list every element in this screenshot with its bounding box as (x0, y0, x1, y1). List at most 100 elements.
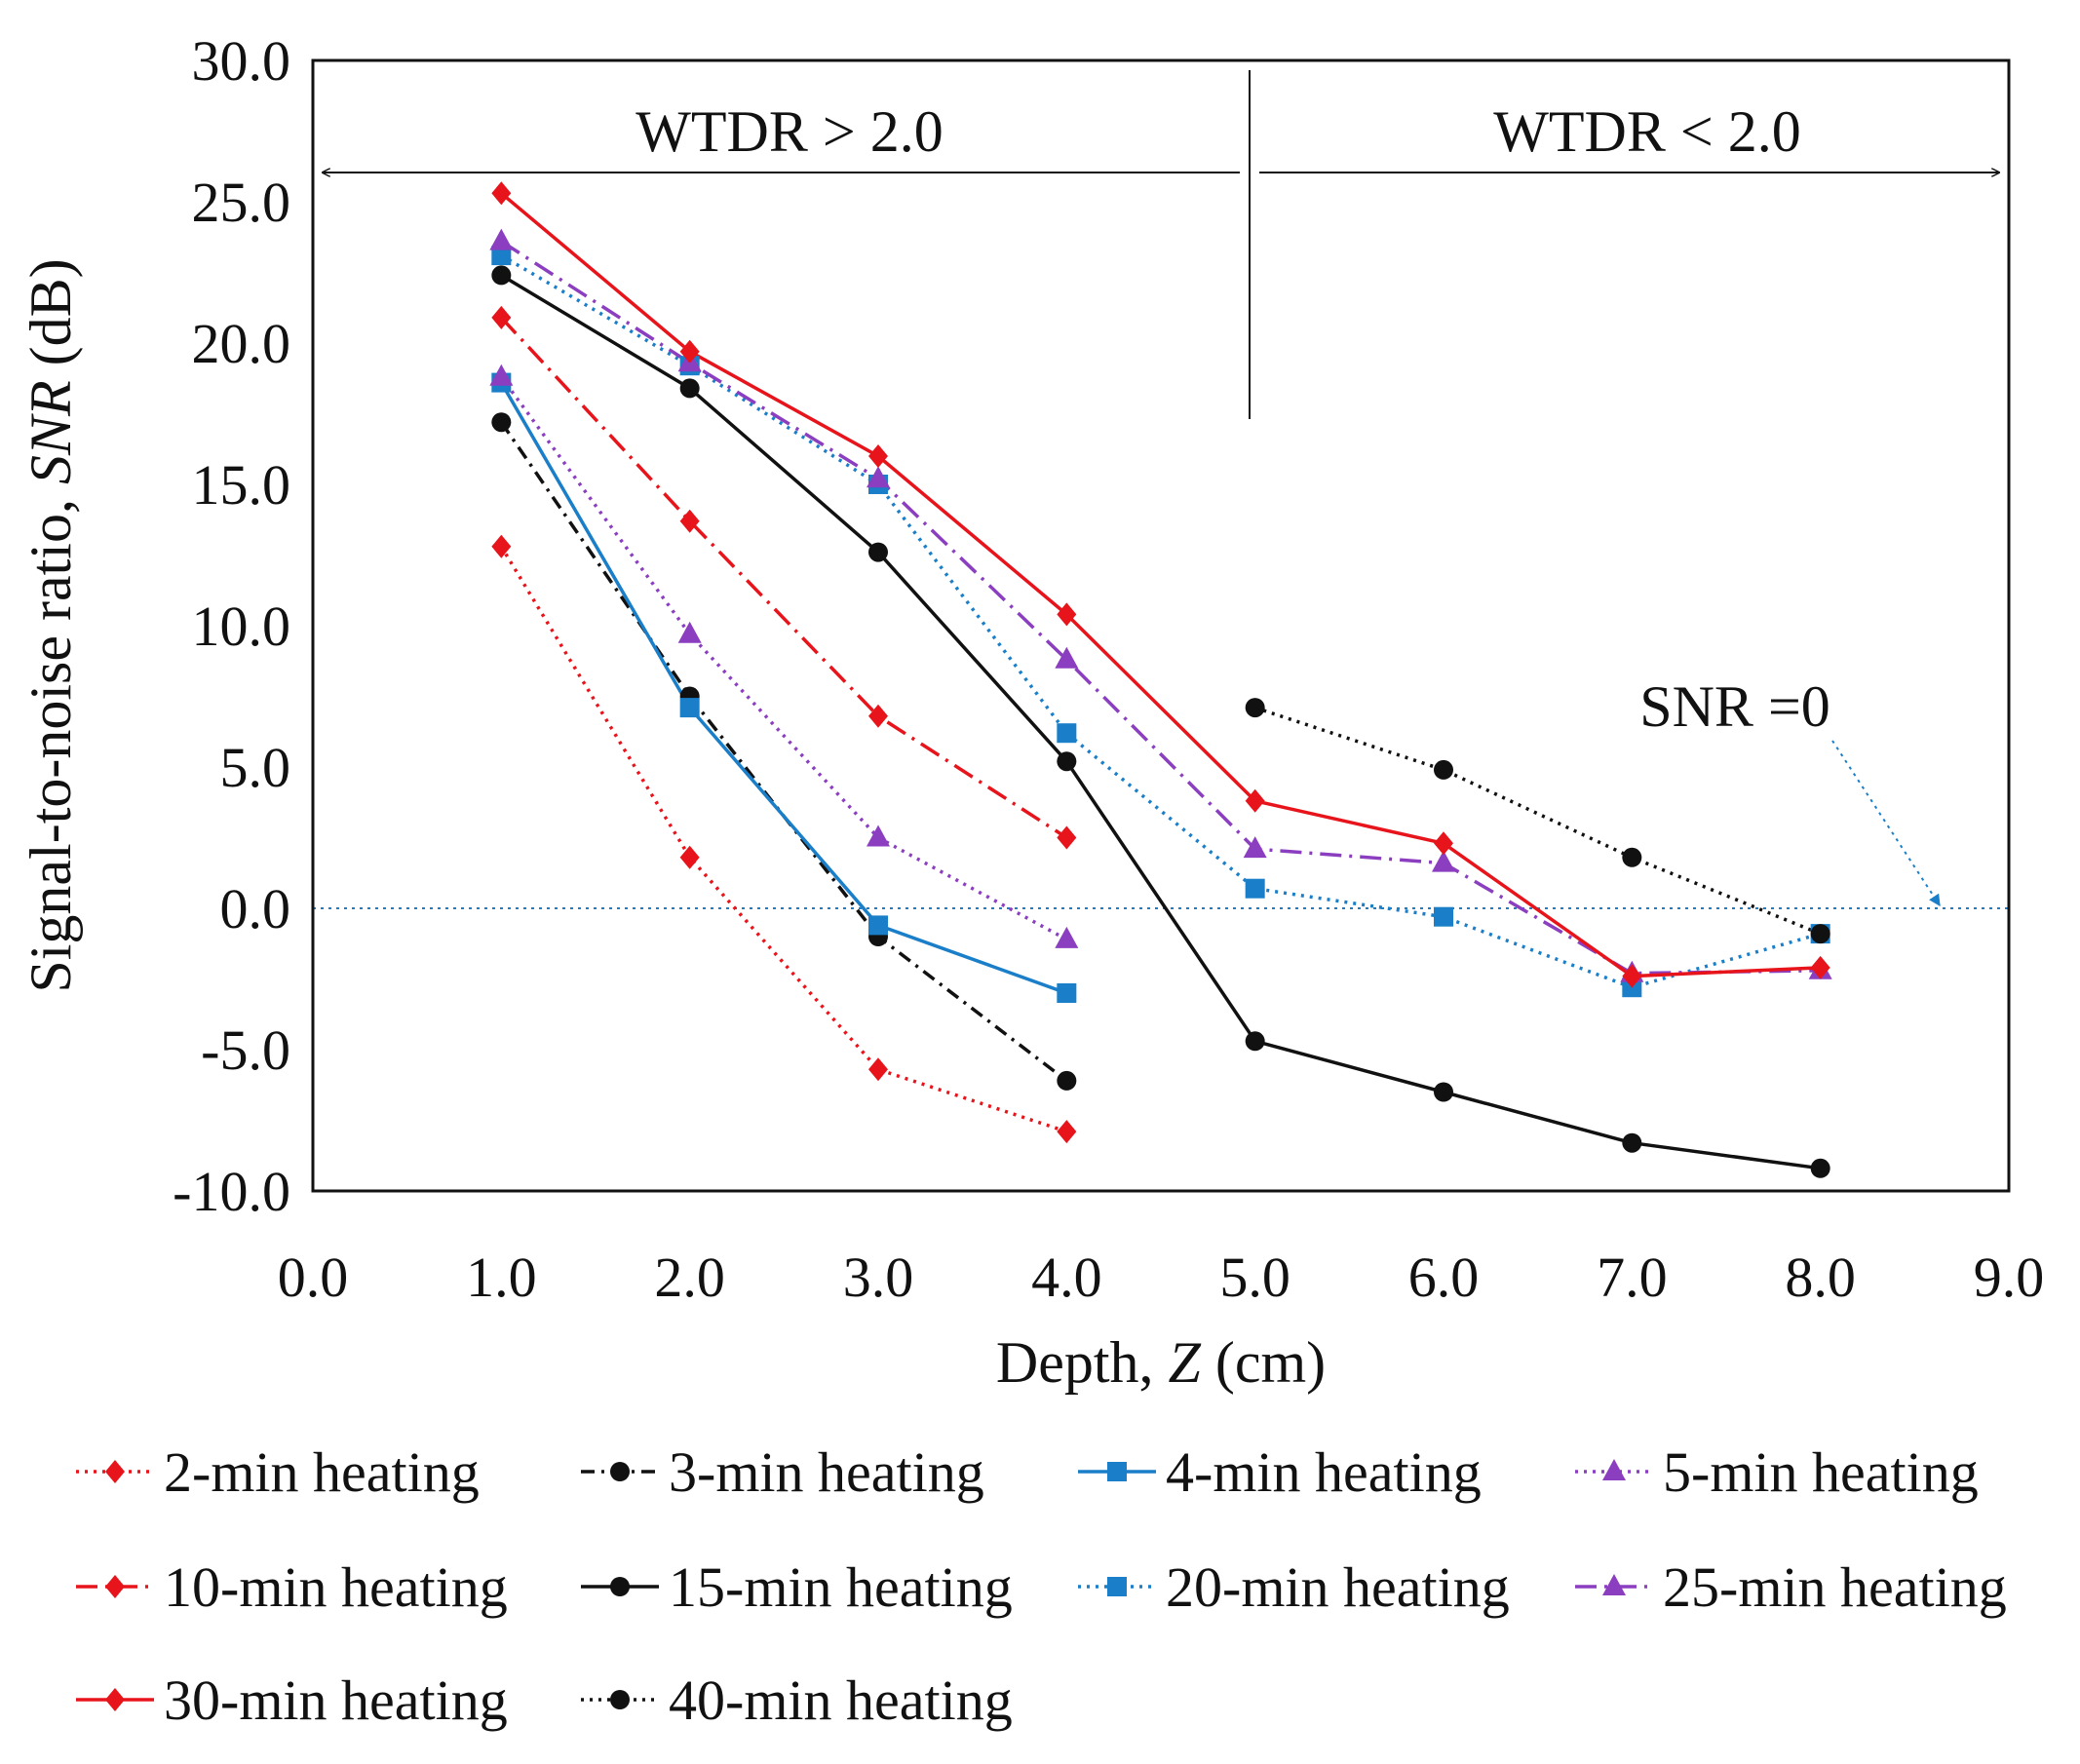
legend-label: 30-min heating (164, 1668, 508, 1732)
series-line-30-min-heating (500, 191, 1821, 978)
point-20-min-heating (1057, 723, 1077, 744)
point-30-min-heating (679, 339, 700, 364)
point-30-min-heating (491, 181, 512, 206)
point-40-min-heating (1245, 698, 1265, 718)
legend-swatch-marker (105, 1460, 125, 1483)
point-10-min-heating (679, 509, 700, 533)
y-tick-label: 15.0 (192, 453, 291, 517)
x-tick-label: 6.0 (1408, 1246, 1480, 1309)
legend-swatch-marker (1107, 1577, 1127, 1596)
legend-swatch-marker (1107, 1462, 1127, 1481)
x-tick-labels: 0.0 1.0 2.0 3.0 4.0 5.0 6.0 7.0 8.0 9.0 (278, 1246, 2045, 1309)
legend-label: 15-min heating (669, 1555, 1013, 1619)
legend-item-4-min-heating: 4-min heating (1078, 1440, 1482, 1504)
point-15-min-heating (491, 265, 512, 286)
point-15-min-heating (1810, 1158, 1830, 1178)
point-15-min-heating (1434, 1082, 1453, 1102)
legend-label: 2-min heating (164, 1440, 480, 1504)
point-25-min-heating (489, 228, 514, 250)
point-4-min-heating (679, 698, 700, 718)
point-4-min-heating (1057, 983, 1077, 1003)
point-40-min-heating (1434, 759, 1453, 780)
legend-swatch-marker (610, 1690, 630, 1709)
point-25-min-heating (1055, 646, 1079, 669)
point-30-min-heating (1245, 788, 1265, 813)
zero-line-label: SNR =0 (1639, 674, 1830, 739)
point-15-min-heating (868, 542, 888, 562)
series-line-4-min-heating (499, 381, 1067, 995)
series-line-15-min-heating (500, 273, 1821, 1170)
legend-item-3-min-heating: 3-min heating (581, 1440, 984, 1504)
series-line-3-min-heating (499, 421, 1068, 1083)
legend-item-25-min-heating: 25-min heating (1575, 1555, 2007, 1619)
y-tick-label: 5.0 (220, 736, 291, 799)
legend-item-40-min-heating: 40-min heating (581, 1668, 1013, 1732)
legend-label: 20-min heating (1166, 1555, 1510, 1619)
point-20-min-heating (491, 246, 512, 266)
zero-line-pointer (1831, 740, 1941, 907)
legend-label: 25-min heating (1663, 1555, 2007, 1619)
point-3-min-heating (491, 412, 512, 433)
x-axis-title: Depth, Z (cm) (996, 1330, 1326, 1395)
legend-item-15-min-heating: 15-min heating (581, 1555, 1013, 1619)
point-2-min-heating (868, 1057, 888, 1082)
region-right-label: WTDR < 2.0 (1493, 99, 1800, 164)
legend-item-2-min-heating: 2-min heating (76, 1440, 480, 1504)
legend-swatch-marker (105, 1688, 125, 1711)
point-25-min-heating (867, 466, 890, 488)
point-15-min-heating (679, 378, 700, 399)
point-4-min-heating (868, 915, 888, 936)
series-line-2-min-heating (499, 545, 1067, 1133)
point-15-min-heating (1245, 1031, 1265, 1052)
y-tick-label: 20.0 (192, 312, 291, 375)
y-tick-label: 30.0 (192, 29, 291, 93)
x-tick-label: 2.0 (654, 1246, 725, 1309)
y-tick-label: 0.0 (220, 877, 291, 940)
point-5-min-heating (1055, 926, 1079, 948)
point-2-min-heating (491, 534, 512, 558)
region-left-label: WTDR > 2.0 (636, 99, 943, 164)
series-layer (499, 191, 1822, 1170)
legend-swatch-marker (105, 1575, 125, 1598)
point-20-min-heating (1434, 906, 1453, 927)
legend-label: 10-min heating (164, 1555, 508, 1619)
y-tick-label: -10.0 (173, 1160, 290, 1223)
legend-label: 5-min heating (1663, 1440, 1979, 1504)
point-5-min-heating (489, 364, 514, 386)
point-25-min-heating (1243, 836, 1267, 859)
y-axis-title: Signal-to-noise ratio, SNR (dB) (19, 258, 83, 992)
x-tick-label: 0.0 (278, 1246, 349, 1309)
point-10-min-heating (491, 305, 512, 329)
point-2-min-heating (679, 845, 700, 869)
legend-label: 40-min heating (669, 1668, 1013, 1732)
x-tick-label: 8.0 (1785, 1246, 1856, 1309)
point-10-min-heating (868, 704, 888, 728)
point-15-min-heating (1057, 751, 1077, 772)
point-15-min-heating (1622, 1132, 1642, 1153)
y-tick-labels: -10.0 -5.0 0.0 5.0 10.0 15.0 20.0 25.0 30.0 (173, 29, 290, 1223)
point-30-min-heating (1434, 831, 1453, 856)
series-line-5-min-heating (499, 375, 1068, 941)
legend-swatch-marker (1602, 1459, 1626, 1480)
point-30-min-heating (1057, 602, 1077, 627)
point-3-min-heating (1057, 1070, 1077, 1091)
x-tick-label: 9.0 (1974, 1246, 2045, 1309)
legend-label: 4-min heating (1166, 1440, 1482, 1504)
point-40-min-heating (1622, 847, 1642, 867)
y-tick-label: 25.0 (192, 171, 291, 234)
legend-item-5-min-heating: 5-min heating (1575, 1440, 1979, 1504)
series-line-40-min-heating (1254, 706, 1822, 936)
point-25-min-heating (1432, 850, 1455, 872)
point-30-min-heating (868, 444, 888, 468)
point-40-min-heating (1810, 924, 1830, 944)
legend-swatch-marker (610, 1462, 630, 1481)
legend-item-10-min-heating: 10-min heating (76, 1555, 508, 1619)
point-5-min-heating (677, 621, 702, 643)
y-tick-label: -5.0 (201, 1018, 290, 1082)
y-tick-label: 10.0 (192, 594, 291, 658)
legend: 2-min heating 3-min heating 4-min heating 5… (76, 1440, 2007, 1732)
plot-frame (311, 58, 2011, 1193)
x-tick-label: 7.0 (1597, 1246, 1668, 1309)
x-tick-label: 4.0 (1031, 1246, 1102, 1309)
